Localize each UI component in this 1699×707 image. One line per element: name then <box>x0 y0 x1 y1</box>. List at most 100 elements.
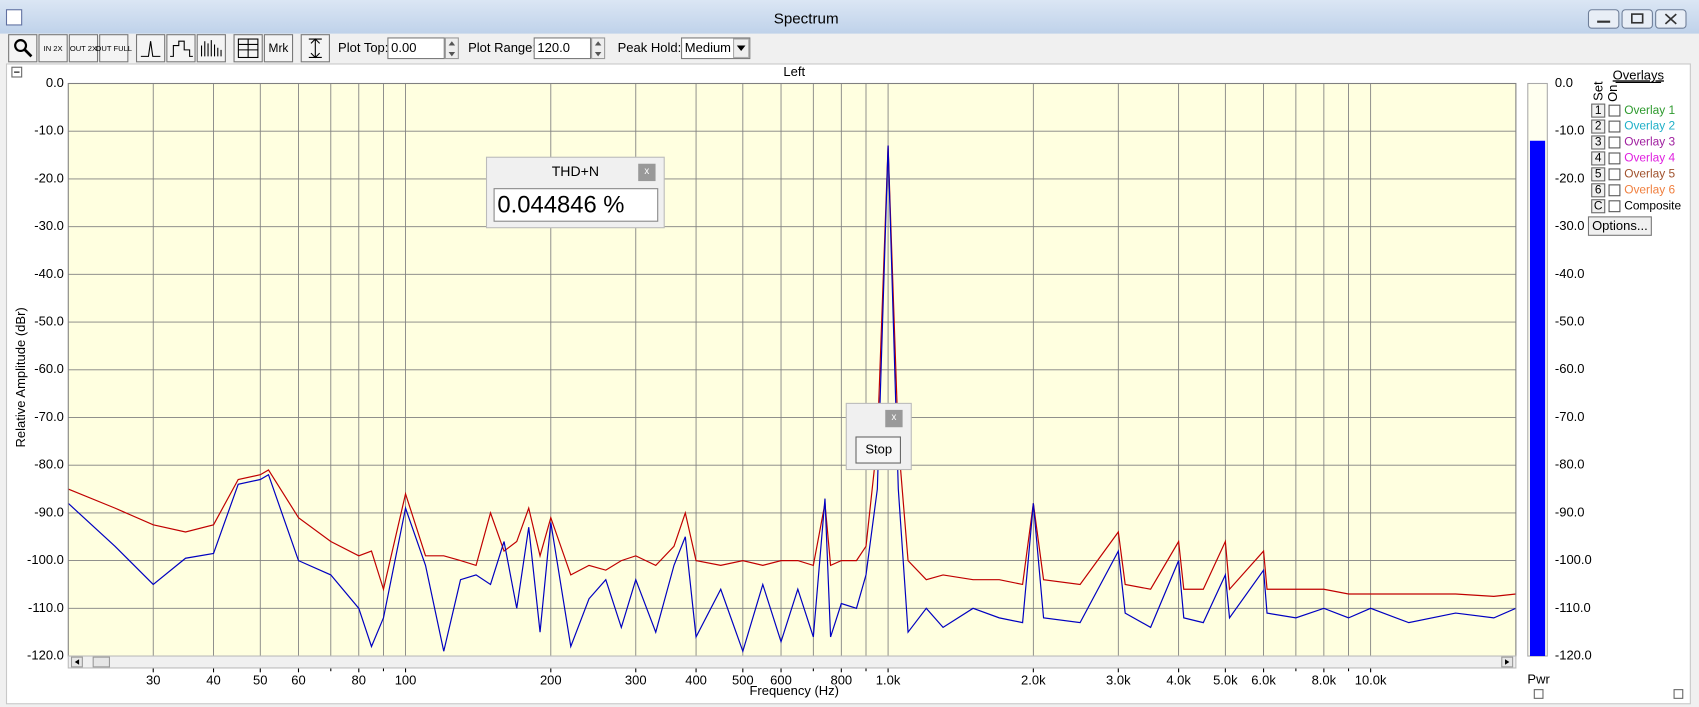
spectrum-trace <box>68 145 1516 597</box>
x-tick-label: 400 <box>685 672 707 687</box>
scrollbar-track[interactable] <box>67 655 1517 669</box>
y-tick-label: -50.0 <box>34 313 64 328</box>
thdn-value: 0.044846 % <box>497 191 624 218</box>
overlay-checkbox[interactable] <box>1608 184 1621 197</box>
peak-hold-label: Peak Hold: <box>618 40 682 55</box>
view-button[interactable] <box>135 34 166 63</box>
overlay-label: Overlay 2 <box>1624 119 1675 133</box>
meter-tick-label: -90.0 <box>1555 504 1585 519</box>
x-tick-label: 2.0k <box>1021 672 1046 687</box>
toolbar-button-label: IN 2X <box>44 44 63 53</box>
x-tick-label: 200 <box>540 672 562 687</box>
plot-range-value: 120.0 <box>537 40 570 55</box>
overlay-label: Overlay 6 <box>1624 182 1675 196</box>
meter-tick-label: -70.0 <box>1555 409 1585 424</box>
plot-top-input[interactable] <box>387 37 445 60</box>
meter-tick-label: 0.0 <box>1555 75 1573 90</box>
scroll-thumb[interactable] <box>92 656 110 668</box>
x-tick-label: 500 <box>732 672 754 687</box>
plot-range-label: Plot Range: <box>468 40 536 55</box>
overlay-checkbox[interactable] <box>1608 136 1621 149</box>
y-tick-label: -70.0 <box>34 409 64 424</box>
y-tick-label: -120.0 <box>27 647 64 662</box>
view-icon <box>140 41 161 57</box>
overlay-set-button[interactable] <box>1591 103 1606 118</box>
plot-top-label: Plot Top: <box>338 40 388 55</box>
stop-button[interactable] <box>855 436 901 464</box>
zoom-step-button[interactable] <box>38 34 68 63</box>
overlay-key: 5 <box>1595 167 1602 181</box>
thdn-close[interactable] <box>638 163 656 182</box>
overlays-title: Overlays <box>1613 67 1665 82</box>
zoom-step-button[interactable] <box>99 34 129 63</box>
x-tick-label: 300 <box>625 672 647 687</box>
x-axis-label: Frequency (Hz) <box>749 683 839 698</box>
overlay-key: 1 <box>1595 103 1602 117</box>
meter-tick-label: -120.0 <box>1555 647 1592 662</box>
view-icon <box>170 40 193 57</box>
zoom-icon <box>23 48 33 58</box>
y-axis-label: Relative Amplitude (dBr) <box>13 307 28 447</box>
overlay-set-button[interactable] <box>1591 167 1606 182</box>
traces <box>68 145 1516 654</box>
view-button[interactable] <box>166 34 196 63</box>
overlay-checkbox[interactable] <box>1608 104 1621 117</box>
meter <box>1529 140 1546 657</box>
overlay-checkbox[interactable] <box>1608 152 1621 165</box>
maximize-button[interactable] <box>1621 9 1653 29</box>
spectrum-trace <box>68 145 1516 654</box>
plot-range-input[interactable] <box>533 37 592 60</box>
minimize-button[interactable] <box>1587 9 1620 29</box>
x-tick-label: 4.0k <box>1166 672 1191 687</box>
range-icon <box>308 38 322 59</box>
overlay-key: C <box>1594 198 1603 212</box>
overlay-set-button[interactable] <box>1591 183 1606 198</box>
scroll-icon <box>1505 659 1510 665</box>
table-icon <box>238 39 258 58</box>
window-controls[interactable] <box>1587 9 1687 29</box>
stop-label: Stop <box>865 441 892 456</box>
overlay-set-button[interactable] <box>1591 119 1606 134</box>
y-tick-label: -60.0 <box>34 361 64 376</box>
spinner[interactable] <box>444 37 459 60</box>
thdn-panel: THD+N x 0.044846 % <box>485 156 665 229</box>
options-label: Options... <box>1592 218 1648 233</box>
overlay-set-button[interactable] <box>1591 199 1606 214</box>
overlay-checkbox[interactable] <box>1608 200 1621 213</box>
overlay-key: 4 <box>1595 151 1602 165</box>
close-icon <box>1664 13 1677 25</box>
spinner[interactable] <box>591 37 606 60</box>
window-title: Spectrum <box>774 11 839 28</box>
meter-label: Pwr <box>1527 671 1550 686</box>
x-tick-label: 8.0k <box>1312 672 1337 687</box>
meter-tick-label: -20.0 <box>1555 170 1585 185</box>
x-tick-label: 5.0k <box>1213 672 1238 687</box>
plot-top-value: 0.00 <box>391 40 416 55</box>
overlay-checkbox[interactable] <box>1608 120 1621 133</box>
scroll-icon <box>74 659 80 665</box>
thdn-value-box <box>493 188 659 222</box>
overlay-key: 3 <box>1595 135 1602 149</box>
overlay-key: 6 <box>1595 182 1602 196</box>
options-button[interactable] <box>1587 216 1652 236</box>
stop-close[interactable] <box>885 409 903 428</box>
marker-button[interactable] <box>263 34 294 63</box>
overlay-label: Composite <box>1624 198 1681 212</box>
overlay-label: Overlay 4 <box>1624 151 1675 165</box>
thdn-title: THD+N <box>552 163 599 179</box>
x-tick-label: 80 <box>352 672 366 687</box>
peak-hold-select[interactable] <box>681 37 751 60</box>
collapse-box[interactable] <box>1673 689 1684 699</box>
zoom-button[interactable] <box>8 34 38 63</box>
on-header: On <box>1605 85 1620 102</box>
overlay-label: Overlay 1 <box>1624 103 1675 117</box>
overlay-set-button[interactable] <box>1591 151 1606 166</box>
overlay-checkbox[interactable] <box>1608 168 1621 181</box>
meter-tick-label: -110.0 <box>1555 600 1591 615</box>
zoom-step-button[interactable] <box>68 34 99 63</box>
scrollbar[interactable] <box>67 655 1517 669</box>
overlay-set-button[interactable] <box>1591 135 1606 150</box>
y-tick-label: -40.0 <box>34 266 64 281</box>
collapse-box[interactable] <box>1533 689 1544 699</box>
